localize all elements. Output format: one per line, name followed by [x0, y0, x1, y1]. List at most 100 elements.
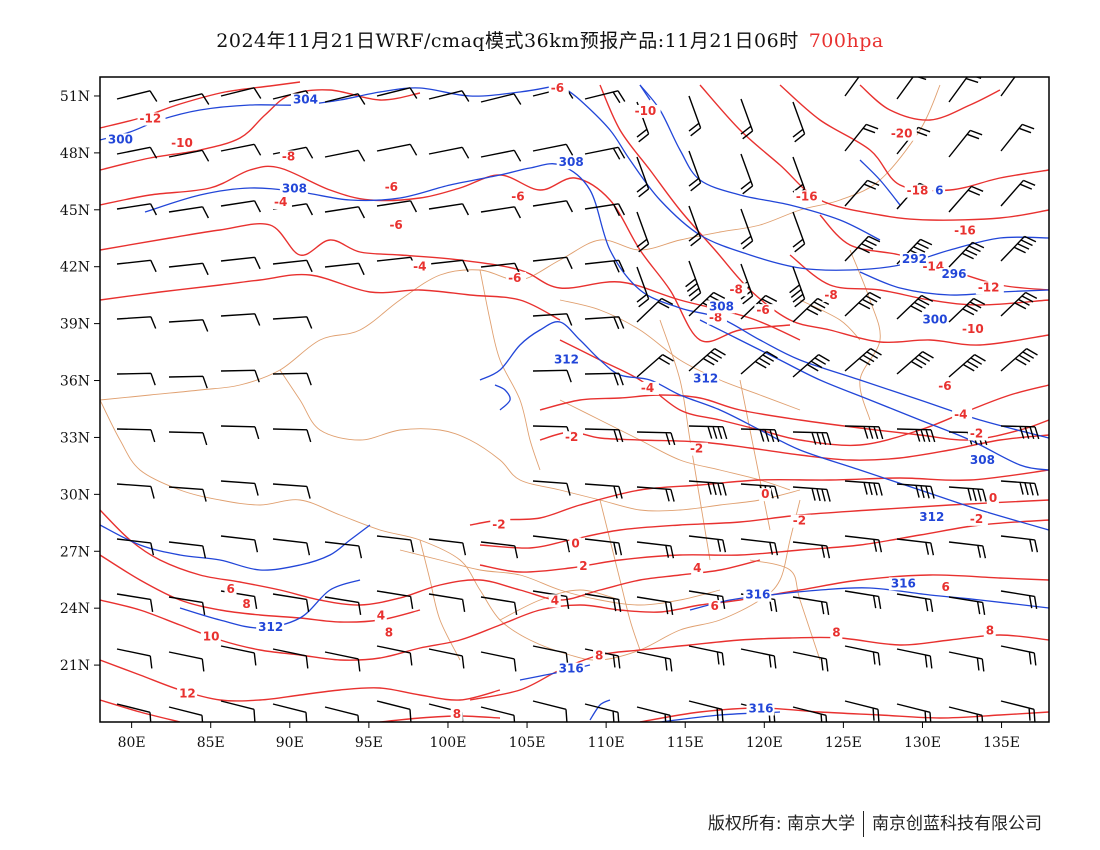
wind-barb: [116, 259, 157, 273]
wind-barb: [948, 353, 986, 378]
temperature-label: -6: [511, 189, 524, 203]
wind-barb: [220, 200, 262, 213]
label-halo: [746, 702, 775, 716]
temperature-isoline: [100, 509, 761, 606]
wind-barb: [792, 211, 806, 253]
wind-barb: [688, 291, 726, 317]
wind-barb: [948, 185, 984, 213]
wind-barb: [116, 593, 154, 613]
label-halo: [551, 353, 580, 367]
label-halo: [569, 537, 582, 551]
geopotential-label: 304: [293, 93, 318, 107]
wind-barb: [948, 651, 985, 672]
wind-barb: [1000, 425, 1040, 440]
temperature-label: 0: [989, 491, 997, 505]
label-halo: [967, 512, 988, 526]
wind-barb: [584, 483, 623, 499]
lon-tick-label: 95E: [355, 735, 383, 751]
wind-barb: [844, 700, 880, 722]
wind-barb: [948, 297, 986, 323]
wind-barb: [220, 535, 259, 553]
temperature-label: -10: [962, 322, 984, 336]
temperature-label: -6: [551, 81, 564, 95]
lon-tick-label: 125E: [825, 735, 862, 751]
label-halo: [759, 488, 772, 502]
label-halo: [593, 649, 606, 663]
temperature-isoline: [789, 254, 1049, 306]
boundary-line: [599, 499, 641, 651]
label-halo: [271, 196, 292, 209]
wind-barb: [324, 541, 363, 559]
wind-barb: [168, 486, 207, 502]
temperature-label: 6: [227, 582, 235, 596]
geopotential-isoline: [639, 84, 651, 101]
wind-barb: [324, 262, 365, 276]
wind-barb: [480, 541, 519, 559]
temperature-contours: [100, 81, 1049, 722]
temperature-label: -4: [954, 407, 967, 421]
wind-barb: [480, 651, 517, 672]
geopotential-label: 316: [745, 588, 770, 602]
wind-barb: [1000, 700, 1036, 722]
label-halo: [691, 372, 720, 386]
wind-barb: [1000, 179, 1036, 207]
wind-barb: [220, 645, 257, 666]
copyright-footer: 版权所有: 南京大学 南京创蓝科技有限公司: [708, 809, 1042, 837]
boundary-line: [799, 299, 861, 341]
wind-barb: [636, 486, 675, 502]
wind-barb: [428, 146, 470, 159]
wind-barb: [688, 425, 728, 440]
temperature-label: -6: [938, 379, 951, 393]
label-halo: [224, 583, 237, 596]
footer-right: 南京创蓝科技有限公司: [872, 814, 1042, 834]
label-halo: [137, 112, 166, 126]
wind-barb: [688, 347, 726, 372]
temperature-isoline: [479, 499, 1049, 549]
geopotential-label: 308: [282, 182, 307, 196]
wind-barb: [116, 538, 155, 556]
wind-barb: [844, 535, 883, 553]
wind-barb: [324, 206, 366, 219]
temperature-label: 8: [385, 626, 393, 640]
label-halo: [556, 662, 585, 676]
wind-barb: [636, 266, 650, 308]
temperature-label: 2: [579, 559, 587, 573]
wind-barb: [584, 538, 623, 556]
wind-barb: [792, 353, 830, 378]
label-halo: [382, 180, 403, 194]
label-halo: [279, 150, 300, 164]
wind-barb: [896, 350, 934, 375]
wind-barb: [116, 483, 155, 499]
wind-barb: [688, 205, 702, 247]
wind-barb: [584, 316, 625, 330]
temperature-isoline: [100, 273, 561, 321]
temperature-isoline: [379, 715, 501, 722]
label-halo: [256, 620, 285, 634]
temperature-label: -4: [274, 195, 287, 209]
wind-barb: [376, 143, 418, 156]
wind-barb: [532, 313, 573, 326]
label-halo: [279, 182, 308, 196]
label-halo: [899, 252, 928, 266]
temperature-isoline: [539, 431, 1049, 461]
wind-barb: [220, 87, 262, 99]
wind-barb: [584, 146, 626, 160]
geopotential-isoline: [699, 319, 1049, 471]
temperature-label: 4: [551, 593, 559, 607]
wind-barb: [896, 593, 934, 613]
geopotential-label: 6: [935, 184, 943, 198]
wind-barb: [168, 541, 207, 559]
temperature-isoline: [699, 84, 1049, 221]
wind-barb: [480, 206, 522, 219]
boundary-line: [559, 299, 801, 411]
boundary-line: [479, 269, 541, 471]
wind-barb: [168, 596, 206, 616]
wind-barb: [116, 203, 158, 216]
label-halo: [169, 137, 198, 151]
label-halo: [790, 514, 811, 528]
wind-barb: [272, 372, 312, 386]
wind-barb: [1000, 347, 1038, 372]
wind-barb: [792, 486, 831, 502]
lat-tick-label: 39N: [60, 317, 90, 333]
wind-barb: [636, 541, 675, 559]
